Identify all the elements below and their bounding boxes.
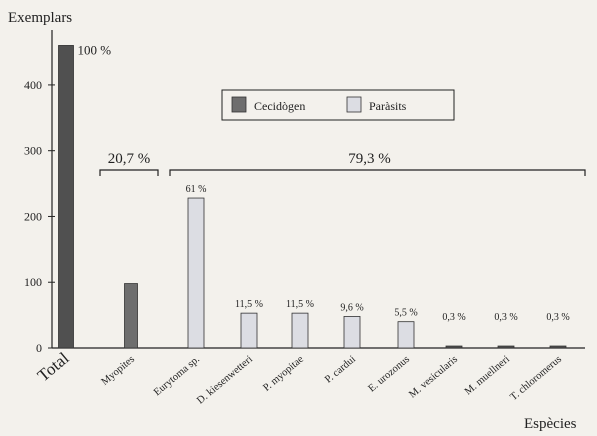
y-tick-label: 200 — [24, 209, 42, 223]
legend-swatch-0 — [231, 96, 247, 113]
bar-8 — [497, 345, 515, 349]
x-tick-label-4: P. myopitae — [261, 354, 306, 394]
data-label-8: 0,3 % — [494, 312, 517, 323]
bar-9 — [549, 345, 567, 349]
bar-5 — [343, 316, 361, 349]
data-label-3: 11,5 % — [235, 299, 263, 310]
legend-label-0: Cecidògen — [254, 99, 305, 113]
legend: Cecidògen Paràsits — [221, 89, 455, 121]
data-label-4: 11,5 % — [286, 299, 314, 310]
bar-3 — [240, 312, 258, 349]
x-tick-label-6: E. urozonus — [366, 354, 412, 395]
x-tick-label-3: D. kiesenwetteri — [195, 354, 255, 407]
bar-6 — [397, 321, 415, 349]
legend-label-1: Paràsits — [369, 99, 407, 113]
x-tick-label-5: P. cardui — [323, 354, 358, 386]
bar-7 — [445, 345, 463, 349]
x-tick-label-8: M. muellneri — [463, 354, 512, 398]
legend-box — [221, 89, 455, 121]
bracket-label-0: 20,7 % — [108, 151, 151, 167]
y-tick-label: 100 — [24, 275, 42, 289]
bar-4 — [291, 312, 309, 349]
bracket-1 — [169, 169, 586, 176]
bar-2 — [187, 197, 205, 349]
y-tick-label: 0 — [36, 341, 42, 355]
data-label-7: 0,3 % — [442, 312, 465, 323]
data-label-9: 0,3 % — [546, 312, 569, 323]
y-axis-label: Exemplars — [8, 10, 72, 26]
x-tick-label-7: M. vesicularis — [407, 354, 460, 401]
bar-0 — [58, 45, 74, 349]
data-label-5: 9,6 % — [340, 302, 363, 313]
x-tick-label-9: T. chloromerus — [508, 354, 564, 403]
data-label-0: 100 % — [78, 42, 112, 57]
data-label-2: 61 % — [186, 184, 207, 195]
data-label-6: 5,5 % — [394, 308, 417, 319]
y-tick-label: 300 — [24, 144, 42, 158]
bracket-0 — [99, 169, 159, 176]
bar-1 — [124, 283, 138, 349]
legend-swatch-1 — [346, 96, 362, 113]
y-tick-label: 400 — [24, 78, 42, 92]
bars — [58, 45, 567, 349]
bracket-label-1: 79,3 % — [348, 151, 391, 167]
axes: 0 100 200 300 400 — [24, 30, 585, 355]
x-tick-label-1: Myopites — [99, 354, 136, 388]
x-axis-label: Espècies — [524, 416, 577, 432]
brackets: 20,7 % 79,3 % — [99, 151, 586, 176]
x-tick-label-2: Eurytoma sp. — [152, 354, 202, 398]
